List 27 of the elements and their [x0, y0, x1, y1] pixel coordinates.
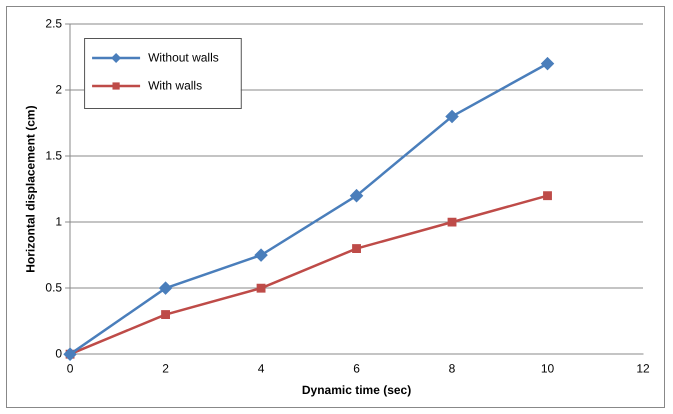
- point: [161, 310, 170, 320]
- x-tick-label: 12: [636, 362, 650, 376]
- point: [446, 110, 458, 123]
- y-tick-label: 2.5: [45, 16, 62, 30]
- y-axis-title: Horizontal displacement (cm): [24, 105, 38, 273]
- point: [543, 191, 552, 200]
- y-tick-label: 1: [55, 214, 62, 228]
- point: [541, 57, 554, 70]
- x-tick-label: 8: [448, 362, 456, 376]
- point: [159, 282, 172, 294]
- y-tick-label: 0: [55, 346, 62, 361]
- x-tick-label: 4: [258, 362, 265, 376]
- x-axis-title: Dynamic time (sec): [302, 383, 412, 398]
- point: [352, 244, 361, 253]
- point: [448, 218, 456, 227]
- point: [256, 284, 266, 293]
- x-tick-label: 2: [162, 362, 170, 376]
- y-tick-label: 1.5: [45, 148, 62, 162]
- legend-label: With walls: [148, 78, 202, 92]
- point: [254, 248, 268, 262]
- y-tick-label: 2: [55, 82, 62, 96]
- legend-label: Without walls: [148, 50, 219, 64]
- y-tick-label: 0.5: [45, 280, 62, 294]
- x-tick-label: 10: [540, 362, 555, 376]
- x-tick-label: 0: [66, 362, 74, 376]
- x-tick-label: 6: [353, 362, 360, 376]
- point: [350, 189, 363, 202]
